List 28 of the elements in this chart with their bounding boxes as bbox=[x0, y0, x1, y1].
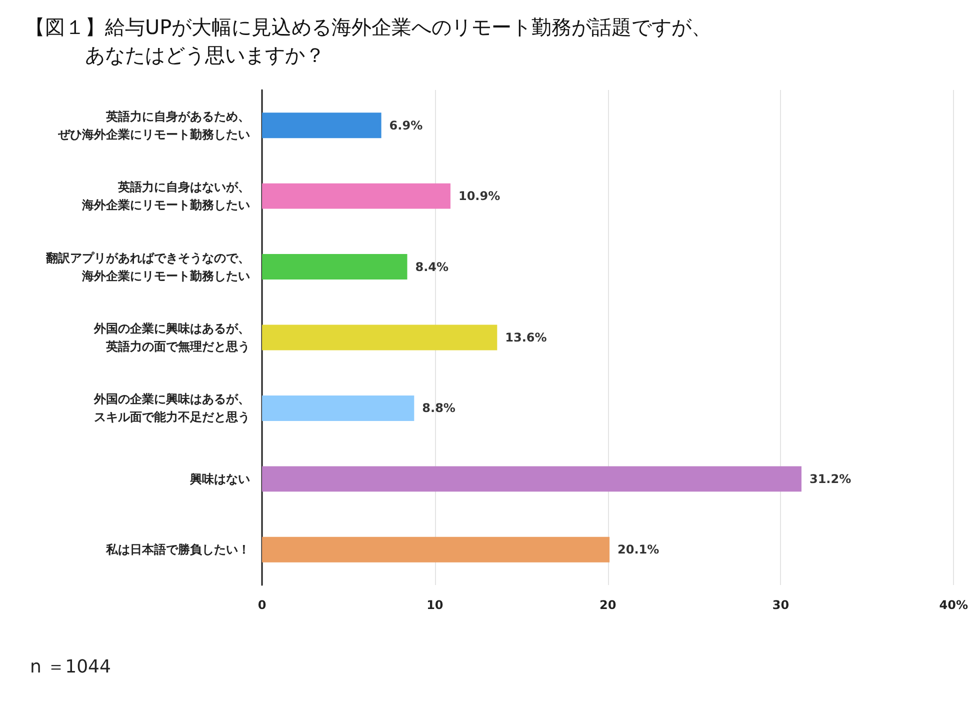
y-tick-label: 外国の企業に興味はあるが、スキル面で能力不足だと思う bbox=[93, 392, 250, 424]
data-label: 31.2% bbox=[809, 472, 852, 486]
x-tick-label: 20 bbox=[599, 598, 616, 612]
data-label: 10.9% bbox=[458, 189, 500, 204]
bar bbox=[262, 466, 802, 492]
x-tick-label: 30 bbox=[772, 598, 790, 612]
data-label: 8.8% bbox=[422, 401, 456, 416]
text: n ＝1044 bbox=[30, 656, 111, 678]
chart-title: 【図１】給与UPが大幅に見込める海外企業へのリモート勤務が話題ですが、あなたはどう思いますか？ bbox=[25, 15, 712, 67]
bar bbox=[262, 254, 408, 280]
bar bbox=[262, 395, 414, 421]
x-tick-label: 0 bbox=[258, 598, 266, 612]
data-label: 13.6% bbox=[505, 330, 547, 344]
y-tick-label: 興味はない bbox=[189, 472, 250, 486]
data-label: 8.4% bbox=[415, 260, 449, 274]
bar bbox=[262, 536, 610, 562]
data-label: 20.1% bbox=[618, 542, 660, 557]
x-tick-label: 10 bbox=[426, 598, 444, 612]
data-label: 6.9% bbox=[389, 118, 423, 132]
y-tick-label: 私は日本語で勝負したい！ bbox=[105, 542, 250, 557]
y-tick-label: 外国の企業に興味はあるが、英語力の面で無理だと思う bbox=[93, 322, 250, 354]
bar bbox=[262, 112, 382, 138]
y-tick-label: 英語力に自身があるため、ぜひ海外企業にリモート勤務したい bbox=[57, 109, 250, 142]
bar bbox=[262, 324, 498, 350]
x-tick-label: 40% bbox=[939, 598, 968, 612]
y-tick-label: 英語力に自身はないが、海外企業にリモート勤務したい bbox=[81, 180, 250, 212]
bar bbox=[262, 183, 450, 209]
y-tick-label: 翻訳アプリがあればできそうなので、海外企業にリモート勤務したい bbox=[45, 250, 250, 283]
